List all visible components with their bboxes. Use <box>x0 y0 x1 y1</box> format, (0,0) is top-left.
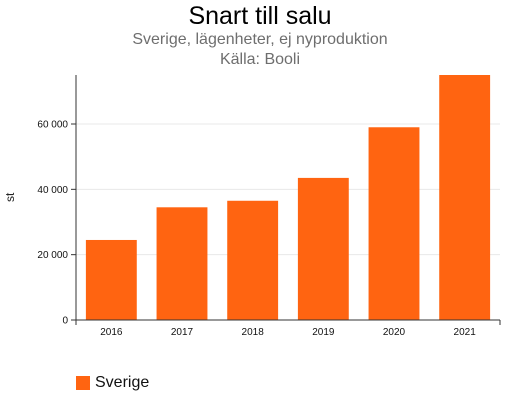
y-tick-label: 20 000 <box>37 250 68 261</box>
y-tick-label: 0 <box>62 316 68 327</box>
legend-swatch <box>76 376 90 390</box>
bar <box>156 207 208 320</box>
x-tick-label: 2019 <box>312 327 335 338</box>
legend-label: Sverige <box>95 374 150 391</box>
chart-source: Källa: Booli <box>219 51 301 68</box>
x-tick-label: 2017 <box>171 327 194 338</box>
chart-title: Snart till salu <box>188 2 332 30</box>
x-tick-label: 2020 <box>383 327 406 338</box>
y-tick-label: 60 000 <box>37 120 68 131</box>
x-tick-label: 2018 <box>242 327 265 338</box>
y-tick-label: 40 000 <box>37 185 68 196</box>
bar <box>85 239 137 320</box>
bar <box>227 200 279 320</box>
legend: Sverige <box>76 374 149 392</box>
bar <box>368 127 420 321</box>
x-tick-label: 2021 <box>454 327 477 338</box>
chart-subtitle: Sverige, lägenheter, ej nyproduktion <box>132 31 388 48</box>
x-tick-label: 2016 <box>100 327 123 338</box>
bar <box>297 177 349 320</box>
bar <box>439 75 491 320</box>
